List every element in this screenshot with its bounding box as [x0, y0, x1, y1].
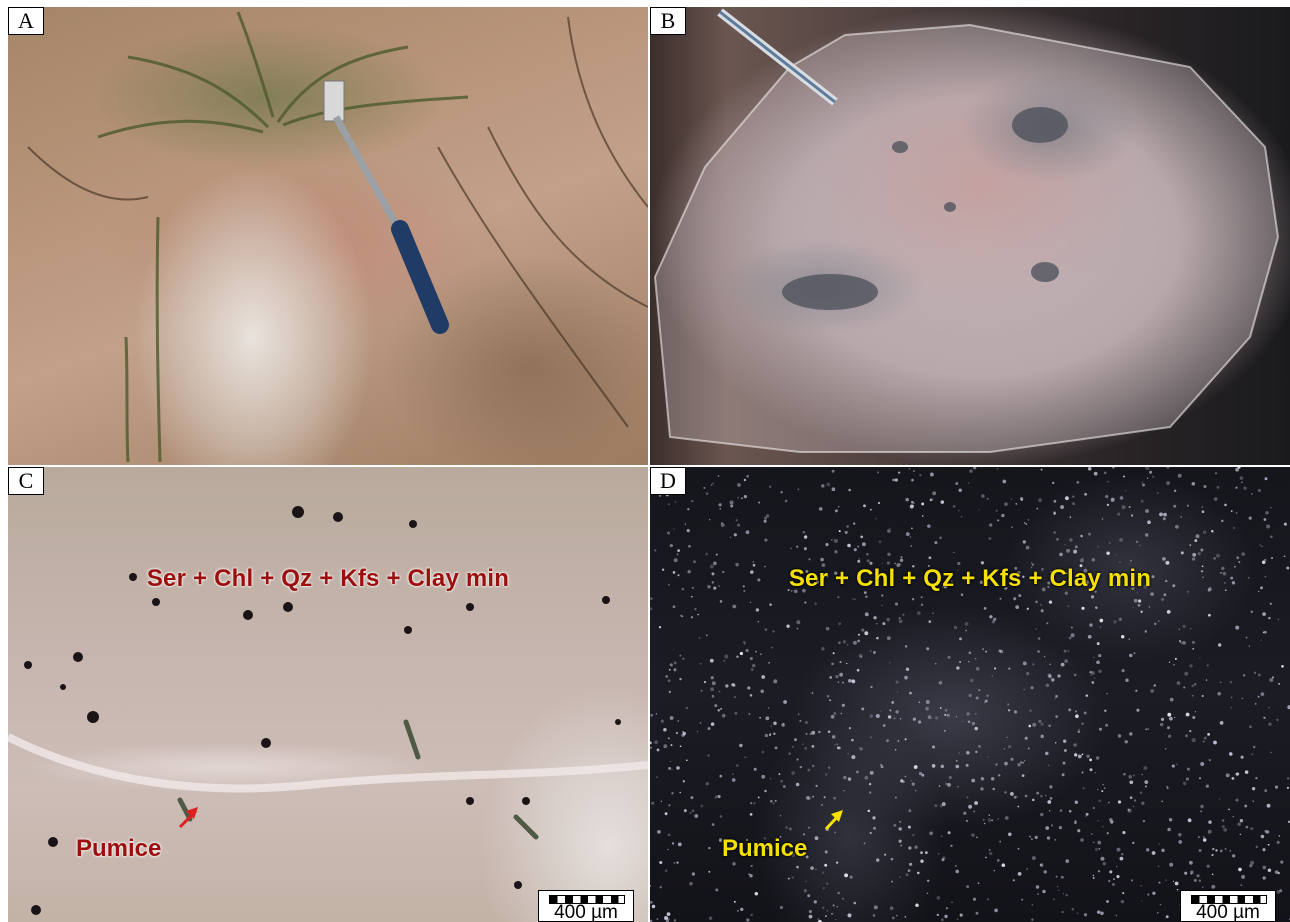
pumice-arrow	[178, 807, 198, 829]
pumice-label: Pumice	[722, 835, 808, 862]
dark-clasts	[782, 107, 1068, 310]
panel-b-hand-specimen-photo: B	[650, 7, 1290, 465]
hammer	[323, 80, 449, 334]
pumice-arrow	[824, 810, 843, 831]
mineral-assemblage-label: Ser + Chl + Qz + Kfs + Clay min	[146, 565, 510, 592]
scale-bar-label: 400 µm	[554, 902, 618, 922]
grass-blades	[97, 11, 469, 463]
scale-bar-ticks	[549, 895, 625, 904]
pumice-streak	[8, 733, 648, 793]
opaque-grains	[24, 506, 621, 915]
panel-letter-d: D	[650, 467, 686, 495]
panel-letter-a: A	[8, 7, 44, 35]
outcrop-details	[27, 11, 648, 463]
specimen-outline	[653, 23, 1280, 453]
scale-bar-ticks	[1191, 895, 1267, 904]
panel-letter-c: C	[8, 467, 44, 495]
panel-c-thin-section-ppl: Ser + Chl + Qz + Kfs + Clay min Pumice 4…	[8, 467, 648, 922]
panel-letter-b: B	[650, 7, 686, 35]
panel-d-thin-section-xpl: Ser + Chl + Qz + Kfs + Clay min Pumice 4…	[650, 467, 1290, 922]
ppl-details	[8, 506, 648, 915]
mineral-assemblage-label: Ser + Chl + Qz + Kfs + Clay min	[788, 565, 1152, 592]
thin-section-xpl-photo	[650, 467, 1290, 922]
scale-bar: 400 µm	[538, 890, 634, 922]
scale-bar: 400 µm	[1180, 890, 1276, 922]
xpl-speckle	[650, 467, 1290, 922]
twigs	[27, 16, 648, 428]
specimen-details	[653, 8, 1280, 453]
pumice-label: Pumice	[76, 835, 162, 862]
scale-bar-label: 400 µm	[1196, 902, 1260, 922]
thin-section-ppl-photo	[8, 467, 648, 922]
xpl-arrow-layer	[824, 810, 843, 831]
hand-specimen-photo	[650, 7, 1290, 465]
chlorite-flakes	[177, 719, 539, 840]
panel-a-outcrop-photo: A	[8, 7, 648, 465]
probe-tool	[717, 8, 838, 106]
